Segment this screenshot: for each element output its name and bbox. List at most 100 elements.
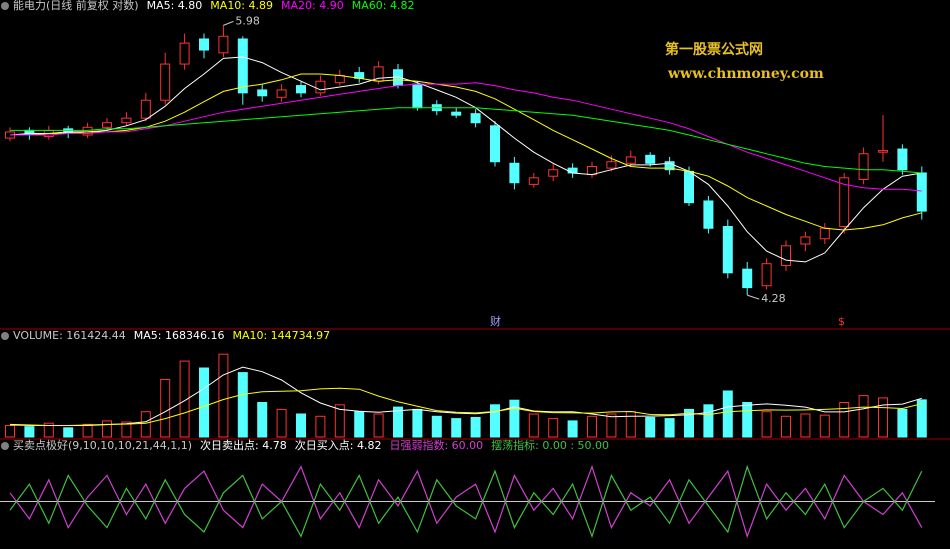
candle-body <box>742 268 753 289</box>
candle-body <box>490 125 500 163</box>
volume-bar <box>334 404 345 438</box>
legend-entry: 日强弱指数: 60.00 <box>389 438 483 452</box>
candle-body <box>567 167 578 174</box>
volume-bar <box>199 367 209 438</box>
candle-body <box>334 74 345 84</box>
candle-body <box>645 154 656 164</box>
legend-icon <box>1 442 9 450</box>
volume-bar <box>237 372 248 438</box>
legend-entry: MA60: 4.82 <box>352 0 415 12</box>
candle-body <box>237 38 248 94</box>
candle-body <box>548 169 559 177</box>
low-label: 4.28 <box>761 292 786 305</box>
legend-entry: MA20: 4.90 <box>281 0 344 12</box>
volume-bar <box>82 423 93 438</box>
candle-body <box>606 161 617 169</box>
legend-entry: MA5: 4.80 <box>147 0 203 12</box>
volume-bar <box>24 426 35 438</box>
ma-line <box>10 82 922 192</box>
volume-bar <box>916 399 927 438</box>
candle-body <box>140 99 151 119</box>
annotation-leader <box>223 20 234 26</box>
volume-bar <box>645 416 656 438</box>
ma-line <box>10 107 922 174</box>
volume-bar <box>140 411 151 438</box>
candle-body <box>839 177 850 228</box>
legend-entry: 能电力(日线 前复权 对数) <box>13 0 139 12</box>
legend-icon <box>1 332 9 340</box>
candle-body <box>761 263 772 287</box>
volume-ma-line <box>9 366 922 426</box>
candle-body <box>897 148 908 171</box>
candle-body <box>470 113 481 124</box>
volume-bar <box>257 402 268 438</box>
volume-ma-line <box>9 387 922 426</box>
volume-bar <box>858 395 869 438</box>
candle-body <box>703 200 714 229</box>
legend-entry: MA10: 4.89 <box>210 0 273 12</box>
candle-body <box>684 170 694 204</box>
watermark: www.chnmoney.com <box>667 66 824 82</box>
legend-entry: 买卖点极好(9,10,10,10,21,44,1,1) <box>13 438 192 452</box>
volume-bar <box>761 411 772 438</box>
watermark: 第一股票公式网 <box>665 41 763 58</box>
volume-bar <box>160 379 171 438</box>
volume-bar <box>781 415 791 438</box>
volume-bar <box>470 416 481 438</box>
candle-body <box>412 83 423 109</box>
candle-body <box>276 89 287 98</box>
volume-bar <box>528 413 539 438</box>
volume-bar <box>587 415 597 438</box>
volume-bar <box>567 420 578 438</box>
volume-bar <box>839 402 850 438</box>
candle-body <box>179 42 190 65</box>
event-marker: $ <box>838 315 845 328</box>
event-marker: 财 <box>490 314 501 328</box>
legend-entry: MA10: 144734.97 <box>232 329 330 342</box>
volume-bar <box>276 408 287 438</box>
candle-body <box>800 236 811 245</box>
indicator-line <box>9 464 923 539</box>
candle-body <box>296 85 306 94</box>
candle-body <box>160 63 171 101</box>
candle-body <box>102 122 112 128</box>
candle-body <box>315 80 326 94</box>
volume-bar <box>548 418 559 438</box>
volume-bar <box>684 408 694 438</box>
legend-entry: MA5: 168346.16 <box>134 329 225 342</box>
legend-entry: VOLUME: 161424.44 <box>13 329 126 342</box>
volume-bar <box>121 421 132 438</box>
legend-entry: 摆荡指标: 0.00 : 50.00 <box>491 438 609 452</box>
annotation-leader <box>747 294 760 300</box>
candle-body <box>257 89 268 97</box>
indicator-line <box>9 464 923 539</box>
volume-bar <box>296 413 306 438</box>
volume-bar <box>897 408 908 438</box>
volume-bar <box>218 353 229 438</box>
candle-body <box>218 35 229 54</box>
volume-bar <box>63 427 74 438</box>
candle-body <box>878 150 888 153</box>
candle-body <box>819 227 830 240</box>
volume-bar <box>606 413 617 438</box>
volume-bar <box>5 425 15 438</box>
candle-body <box>121 117 132 124</box>
legend-entry: 次日买入点: 4.82 <box>295 438 382 452</box>
candle-body <box>664 161 675 171</box>
ma-line <box>9 56 922 263</box>
volume-bar <box>451 418 462 438</box>
candle-body <box>199 38 209 51</box>
volume-bar <box>315 415 326 438</box>
volume-bar <box>102 420 112 438</box>
volume-bar <box>722 390 733 438</box>
volume-bar <box>509 399 520 438</box>
high-label: 5.98 <box>235 14 260 27</box>
volume-bar <box>664 418 675 438</box>
volume-bar <box>878 397 888 438</box>
candle-body <box>451 111 462 116</box>
candle-body <box>722 226 733 274</box>
candle-body <box>625 156 636 164</box>
volume-bar <box>490 404 500 438</box>
volume-bar <box>179 360 190 438</box>
